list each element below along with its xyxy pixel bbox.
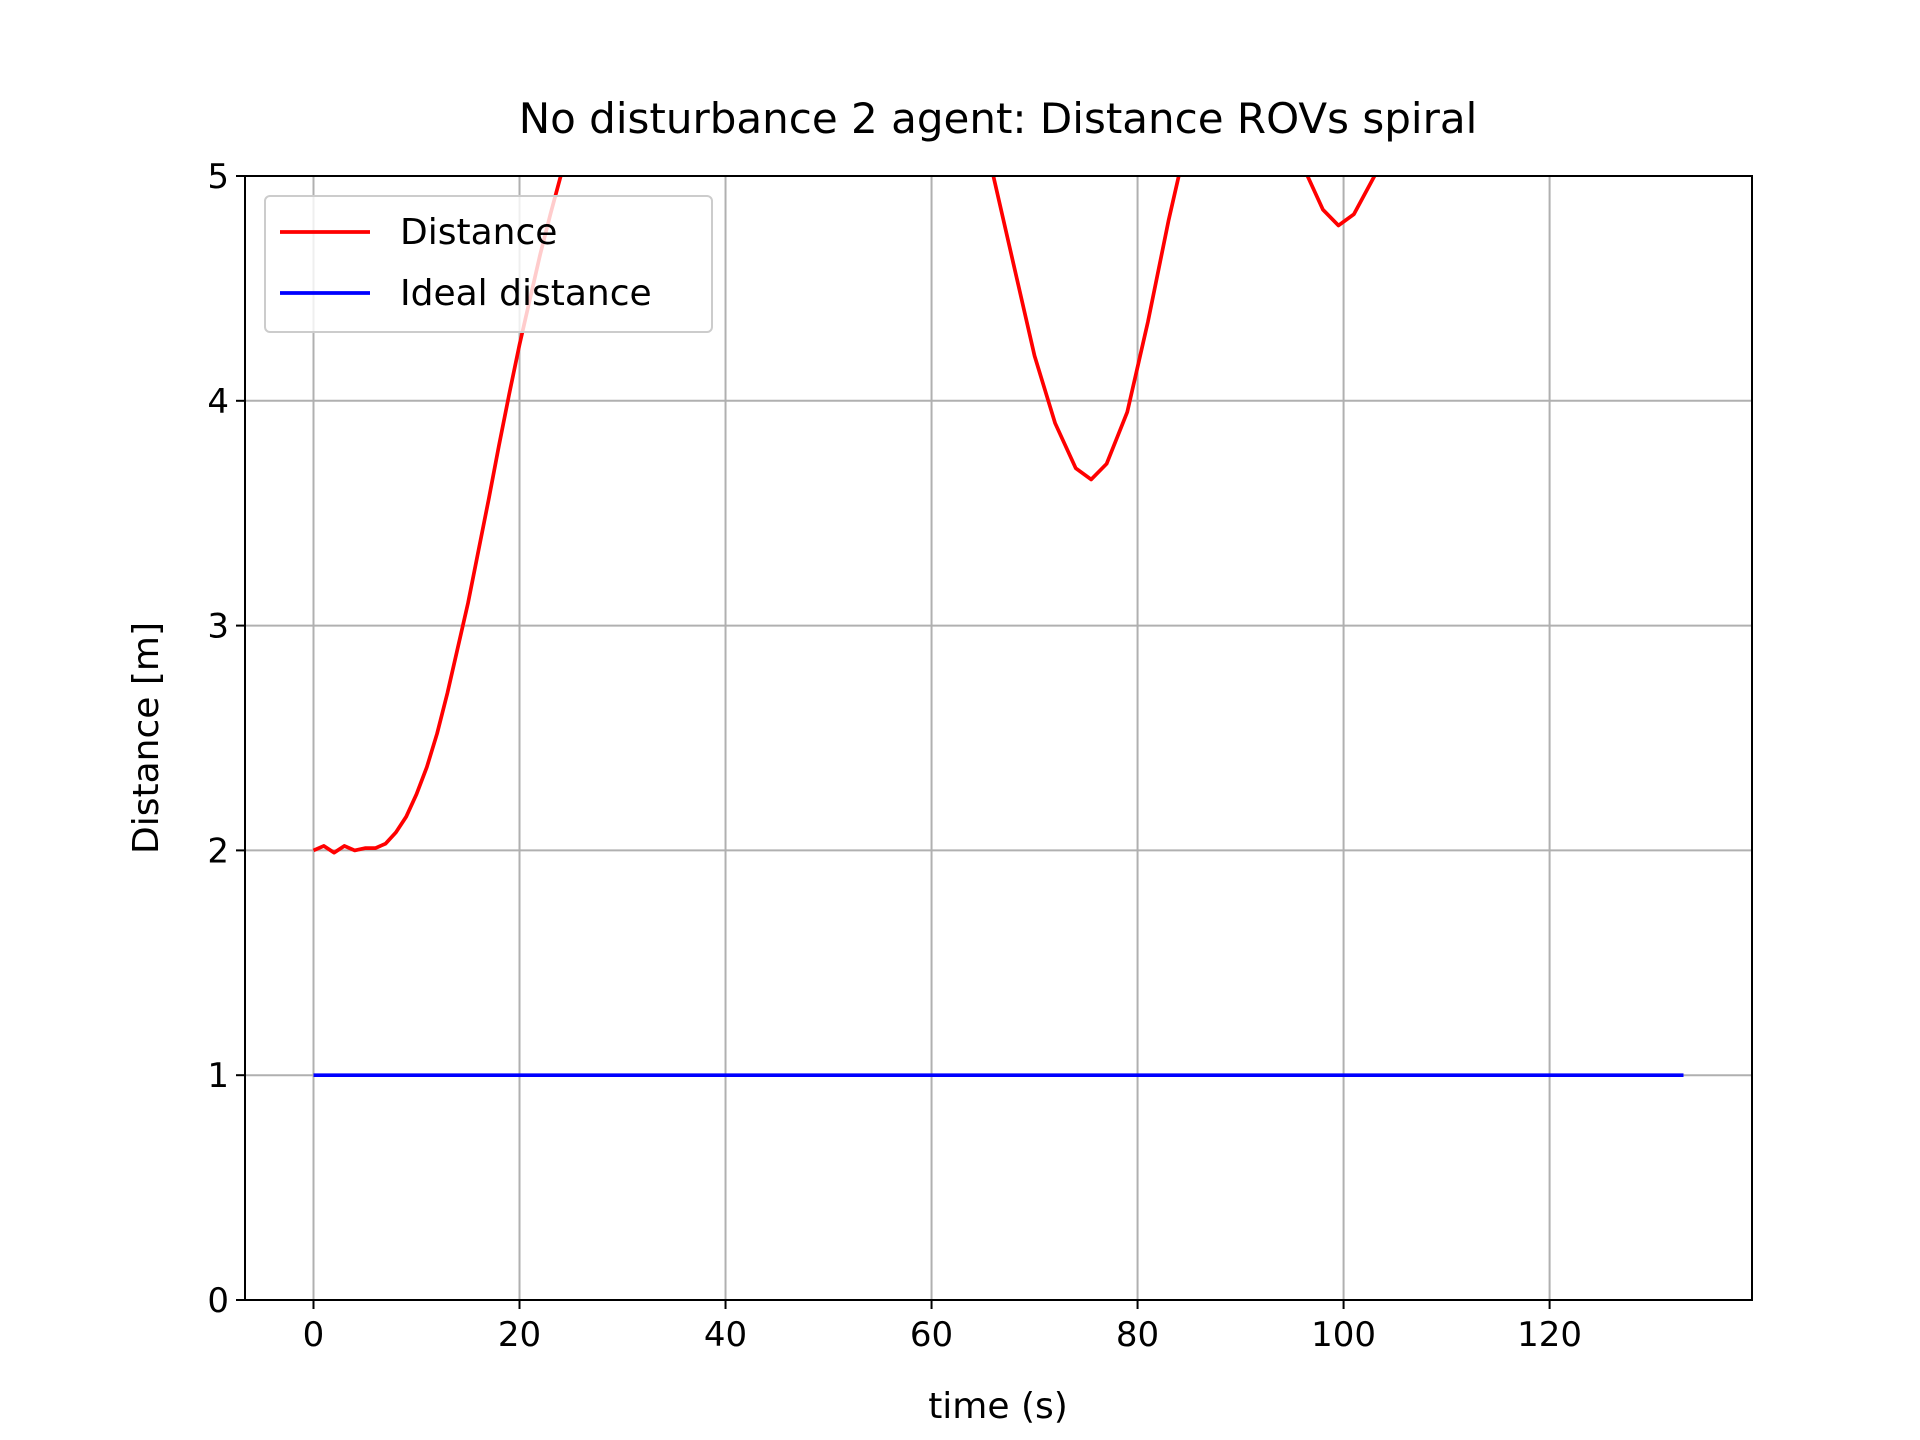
y-axis-label: Distance [m]	[126, 622, 167, 854]
legend-label: Distance	[400, 212, 557, 253]
x-axis-label: time (s)	[928, 1386, 1068, 1427]
x-tick-label: 0	[303, 1315, 325, 1355]
y-tick-label: 4	[207, 382, 229, 422]
y-tick-label: 1	[207, 1056, 229, 1096]
plot-area	[312, 176, 1684, 1078]
legend-label: Ideal distance	[400, 273, 652, 314]
y-tick-label: 3	[207, 607, 229, 647]
x-tick-label: 80	[1116, 1315, 1159, 1355]
x-tick-label: 120	[1517, 1315, 1582, 1355]
x-tick-label: 100	[1311, 1315, 1376, 1355]
x-tick-label: 20	[498, 1315, 541, 1355]
legend-box	[264, 195, 713, 333]
y-tick-label: 0	[207, 1281, 229, 1321]
x-tick-label: 40	[704, 1315, 747, 1355]
x-tick-label: 60	[910, 1315, 953, 1355]
y-tick-label: 5	[207, 157, 229, 197]
data-line	[312, 176, 1377, 855]
y-tick-label: 2	[207, 831, 229, 871]
axes-frame	[244, 175, 1753, 1301]
chart-title: No disturbance 2 agent: Distance ROVs sp…	[519, 94, 1478, 143]
